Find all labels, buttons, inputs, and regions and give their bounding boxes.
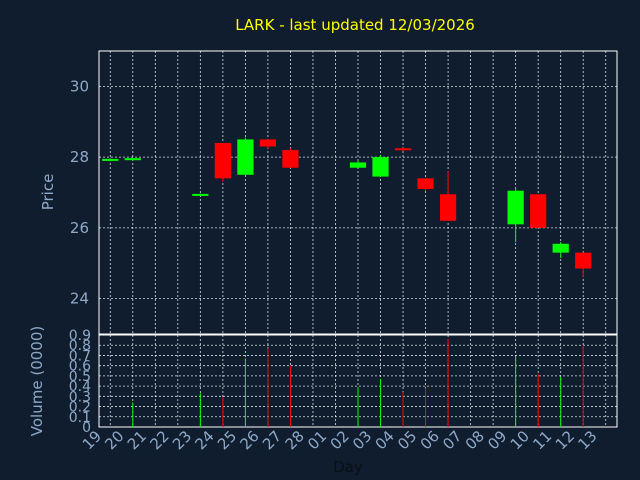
volume-tick-label: 0.7 <box>69 348 91 364</box>
volume-tick-label: 0.5 <box>69 369 91 385</box>
volume-tick-label: 0.9 <box>69 328 91 344</box>
volume-tick-label: 0.1 <box>69 410 91 426</box>
candle-body <box>530 194 547 228</box>
price-panel: 24 26 28 30 <box>70 50 618 335</box>
chart-title: LARK - last updated 12/03/2026 <box>235 16 475 34</box>
candle-body <box>394 148 412 151</box>
volume-panel: 00.10.20.30.40.50.60.70.80.9 <box>69 328 618 436</box>
candle-body <box>237 139 254 175</box>
price-axis-label: Price <box>39 174 57 211</box>
candle-body <box>102 158 119 161</box>
x-axis: 1920212223242526272801020304050607080910… <box>79 427 601 453</box>
candle-body <box>507 190 524 225</box>
volume-tick-label: 0.4 <box>69 379 91 395</box>
volume-tick-label: 0.6 <box>69 359 91 375</box>
candle-body <box>214 142 231 179</box>
candle-body <box>417 178 434 189</box>
candle-body <box>282 150 299 168</box>
volume-axis-label: Volume (0000) <box>28 326 46 436</box>
volume-tick-label: 0 <box>82 420 91 436</box>
candle-body <box>372 157 389 177</box>
price-tick-label: 26 <box>70 219 89 237</box>
candle-body <box>192 193 209 196</box>
price-tick-label: 28 <box>70 148 89 166</box>
candle-body <box>439 194 457 221</box>
candle-body <box>575 252 592 269</box>
candle-body <box>124 158 141 161</box>
volume-tick-label: 0.3 <box>69 389 91 405</box>
price-tick-label: 30 <box>70 77 89 95</box>
price-tick-label: 24 <box>70 290 89 308</box>
volume-tick-label: 0.8 <box>69 338 91 354</box>
x-axis-label: Day <box>333 458 363 476</box>
candle-body <box>349 162 367 168</box>
volume-tick-label: 0.2 <box>69 400 91 416</box>
candle-body <box>259 139 277 147</box>
x-tick-label: 13 <box>574 427 600 453</box>
candle-body <box>552 243 569 253</box>
